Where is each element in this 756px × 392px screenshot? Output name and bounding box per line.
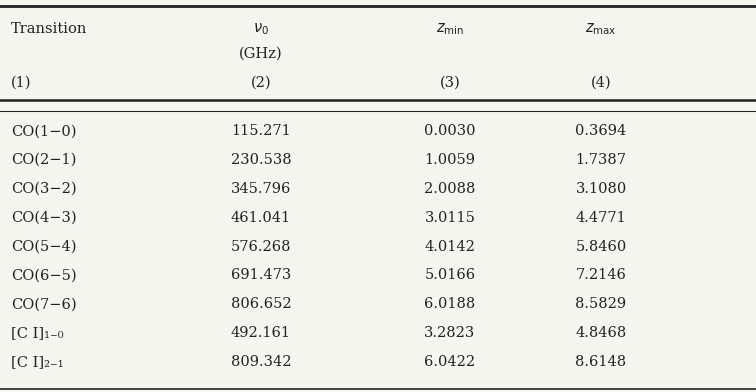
- Text: Transition: Transition: [11, 22, 88, 36]
- Text: 0.3694: 0.3694: [575, 124, 627, 138]
- Text: 691.473: 691.473: [231, 269, 291, 282]
- Text: [C I]₂₋₁: [C I]₂₋₁: [11, 355, 64, 369]
- Text: (GHz): (GHz): [239, 47, 283, 61]
- Text: 4.8468: 4.8468: [575, 326, 627, 340]
- Text: 1.7387: 1.7387: [575, 153, 627, 167]
- Text: CO(6−5): CO(6−5): [11, 269, 77, 282]
- Text: 5.0166: 5.0166: [424, 269, 476, 282]
- Text: $z_{\rm min}$: $z_{\rm min}$: [435, 22, 464, 37]
- Text: 230.538: 230.538: [231, 153, 291, 167]
- Text: 4.0142: 4.0142: [424, 240, 476, 254]
- Text: 576.268: 576.268: [231, 240, 291, 254]
- Text: 4.4771: 4.4771: [575, 211, 627, 225]
- Text: 8.5829: 8.5829: [575, 297, 627, 311]
- Text: CO(7−6): CO(7−6): [11, 297, 77, 311]
- Text: CO(5−4): CO(5−4): [11, 240, 77, 254]
- Text: (2): (2): [250, 75, 271, 89]
- Text: (1): (1): [11, 75, 32, 89]
- Text: 2.0088: 2.0088: [424, 182, 476, 196]
- Text: $\nu_0$: $\nu_0$: [253, 22, 269, 37]
- Text: $z_{\rm max}$: $z_{\rm max}$: [585, 22, 617, 37]
- Text: CO(2−1): CO(2−1): [11, 153, 76, 167]
- Text: 3.2823: 3.2823: [424, 326, 476, 340]
- Text: 7.2146: 7.2146: [575, 269, 627, 282]
- Text: 115.271: 115.271: [231, 124, 291, 138]
- Text: 0.0030: 0.0030: [424, 124, 476, 138]
- Text: 3.0115: 3.0115: [424, 211, 476, 225]
- Text: (3): (3): [439, 75, 460, 89]
- Text: (4): (4): [590, 75, 612, 89]
- Text: 3.1080: 3.1080: [575, 182, 627, 196]
- Text: 461.041: 461.041: [231, 211, 291, 225]
- Text: 8.6148: 8.6148: [575, 355, 627, 369]
- Text: 492.161: 492.161: [231, 326, 291, 340]
- Text: 6.0422: 6.0422: [424, 355, 476, 369]
- Text: [C I]₁₋₀: [C I]₁₋₀: [11, 326, 64, 340]
- Text: CO(4−3): CO(4−3): [11, 211, 77, 225]
- Text: CO(1−0): CO(1−0): [11, 124, 77, 138]
- Text: 5.8460: 5.8460: [575, 240, 627, 254]
- Text: 345.796: 345.796: [231, 182, 291, 196]
- Text: 809.342: 809.342: [231, 355, 291, 369]
- Text: 6.0188: 6.0188: [424, 297, 476, 311]
- Text: 1.0059: 1.0059: [424, 153, 476, 167]
- Text: CO(3−2): CO(3−2): [11, 182, 77, 196]
- Text: 806.652: 806.652: [231, 297, 291, 311]
